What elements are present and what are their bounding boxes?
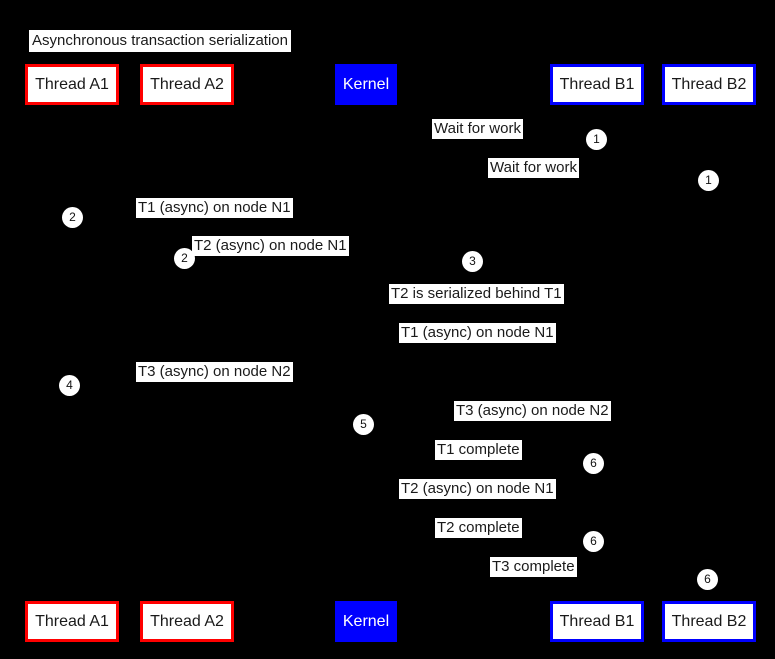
step-marker-6: 6: [583, 453, 604, 474]
participant-label: Thread A2: [150, 75, 224, 93]
step-marker-1: 1: [698, 170, 719, 191]
message-label-msg-t1-dispatch: T1 (async) on node N1: [399, 323, 556, 343]
step-marker-2: 2: [62, 207, 83, 228]
diagram-title: Asynchronous transaction serialization: [29, 30, 291, 52]
message-arrow-msg-t1-complete: [366, 460, 597, 461]
message-arrow-msg-wait-1: [366, 139, 597, 140]
message-label-msg-t3-complete: T3 complete: [490, 557, 577, 577]
participant-thread-b2-bottom[interactable]: Thread B2: [662, 601, 756, 642]
step-marker-5: 5: [353, 414, 374, 435]
step-marker-2: 2: [174, 248, 195, 269]
lifeline-thread-b1: [597, 105, 598, 601]
participant-label: Thread B2: [671, 612, 747, 630]
lifeline-thread-a1: [72, 105, 73, 601]
step-marker-1: 1: [586, 129, 607, 150]
participant-thread-b2-top[interactable]: Thread B2: [662, 64, 756, 105]
message-label-msg-t3-dispatch: T3 (async) on node N2: [454, 401, 611, 421]
message-arrow-msg-t3-complete: [366, 577, 709, 578]
message-label-msg-t2-dispatch: T2 (async) on node N1: [399, 479, 556, 499]
message-label-msg-t2-serial: T2 is serialized behind T1: [389, 284, 564, 304]
message-arrow-msg-t1-dispatch: [366, 343, 597, 344]
message-label-msg-t2-async: T2 (async) on node N1: [192, 236, 349, 256]
message-label-msg-wait-1: Wait for work: [432, 119, 523, 139]
lifeline-thread-b2: [709, 105, 710, 601]
participant-thread-a2-bottom[interactable]: Thread A2: [140, 601, 234, 642]
participant-label: Kernel: [342, 612, 390, 630]
participant-kernel-top[interactable]: Kernel: [335, 64, 397, 105]
lifeline-kernel: [366, 105, 367, 601]
message-label-msg-t1-async: T1 (async) on node N1: [136, 198, 293, 218]
message-arrow-msg-t2-dispatch: [366, 499, 597, 500]
participant-label: Thread A2: [150, 612, 224, 630]
step-marker-6: 6: [697, 569, 718, 590]
message-arrow-msg-t2-complete: [366, 538, 597, 539]
message-arrow-msg-t2-async: [187, 256, 366, 257]
message-arrow-msg-wait-2: [366, 178, 709, 179]
message-arrow-msg-t1-async: [72, 218, 366, 219]
participant-label: Thread B1: [559, 75, 635, 93]
participant-thread-a1-bottom[interactable]: Thread A1: [25, 601, 119, 642]
message-arrow-msg-t3-async: [72, 382, 366, 383]
lifeline-thread-a2: [187, 105, 188, 601]
participant-kernel-bottom[interactable]: Kernel: [335, 601, 397, 642]
participant-thread-a2-top[interactable]: Thread A2: [140, 64, 234, 105]
message-arrow-msg-t3-dispatch: [366, 421, 709, 422]
participant-thread-a1-top[interactable]: Thread A1: [25, 64, 119, 105]
participant-label: Kernel: [342, 75, 390, 93]
step-marker-4: 4: [59, 375, 80, 396]
participant-label: Thread B1: [559, 612, 635, 630]
message-label-msg-wait-2: Wait for work: [488, 158, 579, 178]
message-label-msg-t3-async: T3 (async) on node N2: [136, 362, 293, 382]
participant-label: Thread A1: [35, 75, 109, 93]
message-label-msg-t2-complete: T2 complete: [435, 518, 522, 538]
participant-thread-b1-bottom[interactable]: Thread B1: [550, 601, 644, 642]
step-marker-3: 3: [462, 251, 483, 272]
participant-label: Thread B2: [671, 75, 747, 93]
step-marker-6: 6: [583, 531, 604, 552]
message-label-msg-t1-complete: T1 complete: [435, 440, 522, 460]
participant-thread-b1-top[interactable]: Thread B1: [550, 64, 644, 105]
participant-label: Thread A1: [35, 612, 109, 630]
